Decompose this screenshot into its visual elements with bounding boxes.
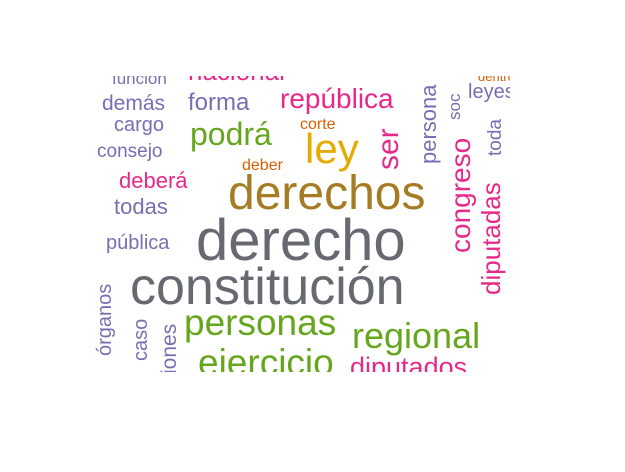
- word-dentro: dentro: [478, 76, 510, 84]
- word-deber: deber: [242, 157, 283, 174]
- word-debera: deberá: [119, 168, 188, 193]
- word-cloud-area: función nacional dentro demás cargo cons…: [90, 76, 510, 372]
- word-leyes: leyes: [468, 81, 510, 103]
- word-demas: demás: [102, 92, 166, 115]
- word-diputados: diputados: [350, 352, 468, 373]
- word-diputadas: diputadas: [476, 182, 506, 295]
- word-soc: soc: [445, 93, 464, 120]
- word-persona: persona: [416, 84, 441, 164]
- word-congreso: congreso: [445, 137, 476, 253]
- word-funcion: función: [112, 76, 167, 88]
- word-regional: regional: [352, 315, 481, 356]
- word-publica: pública: [106, 232, 170, 254]
- word-personas: personas: [184, 302, 337, 343]
- word-iones: iones: [158, 323, 181, 372]
- word-republica: república: [280, 83, 394, 114]
- word-podra: podrá: [190, 116, 272, 152]
- word-ley: ley: [305, 125, 359, 172]
- word-constitucion: constitución: [130, 258, 405, 316]
- word-toda: toda: [485, 119, 506, 156]
- word-ejercicio: ejercicio: [198, 342, 334, 372]
- word-consejo: consejo: [97, 141, 163, 162]
- word-caso: caso: [130, 318, 152, 361]
- word-todas: todas: [114, 194, 168, 219]
- word-organos: órganos: [94, 283, 116, 356]
- word-corte: corte: [300, 116, 336, 133]
- word-derecho: derecho: [196, 208, 406, 273]
- word-ser: ser: [372, 128, 405, 170]
- word-cargo: cargo: [114, 114, 165, 136]
- word-forma: forma: [188, 89, 250, 116]
- word-nacional: nacional: [188, 76, 285, 84]
- word-derechos: derechos: [228, 167, 426, 220]
